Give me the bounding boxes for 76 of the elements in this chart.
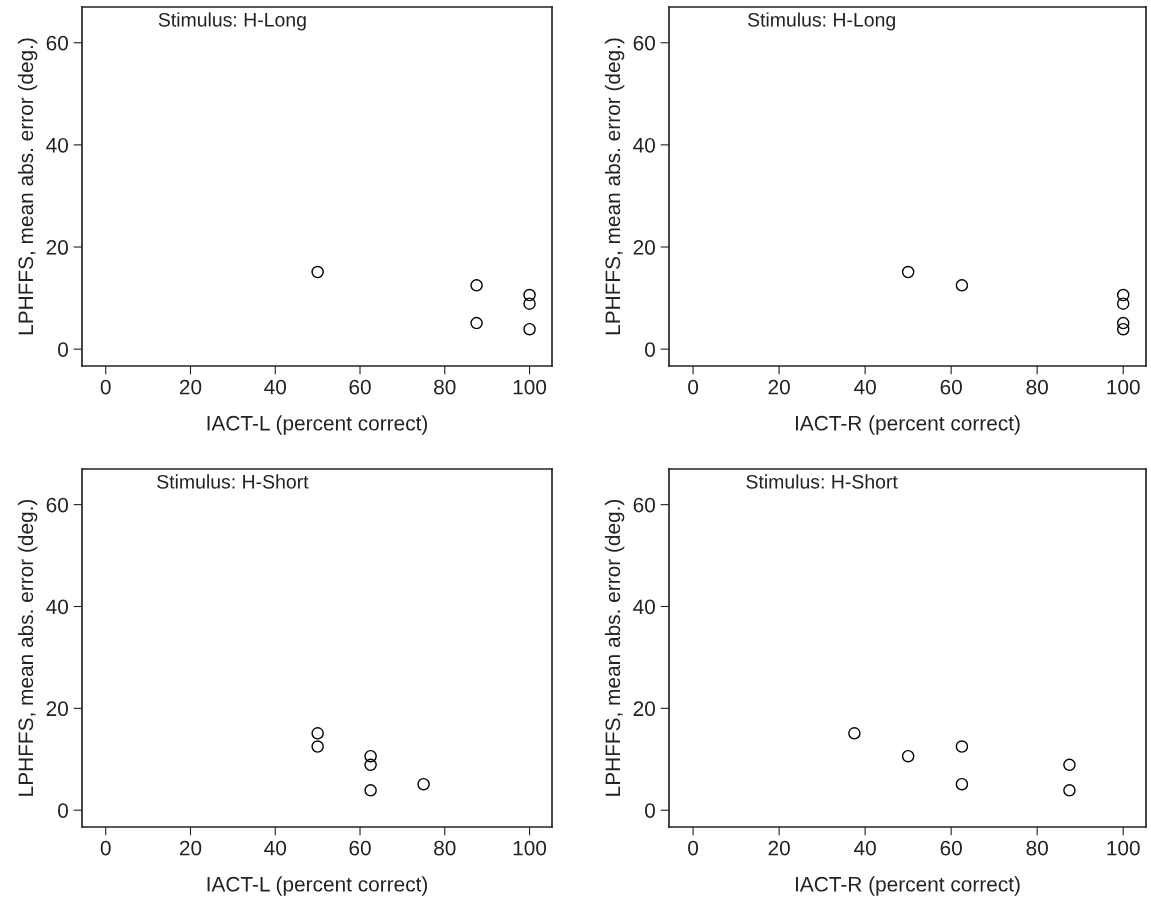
x-tick-label: 100 [1107, 840, 1140, 856]
x-tick-label: 60 [349, 379, 371, 395]
chart-title: Stimulus: H-Long [158, 12, 306, 31]
point [1116, 288, 1130, 302]
y-axis-title: LPHFFS, mean abs. error (deg.) [604, 499, 625, 796]
y-tick-label: 40 [46, 137, 68, 153]
y-tick-label: 0 [645, 803, 655, 818]
point [364, 784, 377, 797]
x-axis-title: IACT-L (percent correct) [207, 415, 428, 435]
x-tick-label: 40 [264, 379, 287, 395]
y-tick-label: 60 [46, 497, 68, 513]
x-tick-label: 100 [513, 840, 547, 856]
x-tick-label: 0 [688, 379, 699, 395]
point [417, 777, 430, 791]
y-tick-label: 20 [633, 701, 655, 717]
point [1116, 297, 1130, 310]
y-tick-label: 0 [58, 803, 68, 818]
x-tick-label: 40 [264, 840, 287, 856]
x-tick-label: 60 [349, 840, 371, 856]
chart-title: Stimulus: H-Short [746, 474, 898, 489]
x-tick-label: 0 [100, 840, 111, 856]
point [901, 265, 915, 279]
point [364, 749, 377, 763]
x-tick-label: 20 [768, 840, 790, 856]
point [470, 316, 483, 330]
y-tick-label: 0 [645, 342, 655, 357]
y-axis-title: LPHFFS, mean abs. error (deg.) [17, 499, 38, 796]
y-tick-label: 60 [46, 35, 68, 51]
chart-title: Stimulus: H-Long [747, 12, 895, 31]
y-tick-label: 40 [633, 599, 655, 615]
point [955, 777, 969, 791]
x-tick-label: 100 [1107, 379, 1140, 395]
y-tick-label: 40 [46, 599, 68, 615]
y-axis-title: LPHFFS, mean abs. error (deg.) [17, 38, 38, 335]
point [1063, 758, 1076, 772]
x-axis-title: IACT-R (percent correct) [795, 876, 1020, 896]
point [470, 279, 483, 292]
point [523, 288, 536, 302]
x-tick-label: 80 [1026, 379, 1048, 395]
y-axis-title: LPHFFS, mean abs. error (deg.) [604, 38, 625, 335]
x-tick-label: 20 [179, 840, 202, 856]
x-tick-label: 40 [854, 840, 876, 856]
point [523, 322, 536, 336]
x-tick-label: 80 [434, 840, 456, 856]
y-tick-label: 40 [633, 137, 655, 153]
y-tick-label: 0 [58, 342, 68, 357]
y-tick-label: 20 [46, 240, 68, 255]
x-tick-label: 20 [179, 379, 202, 395]
chart-title: Stimulus: H-Short [157, 474, 309, 489]
point [955, 279, 969, 292]
point [523, 297, 536, 310]
x-axis-title: IACT-R (percent correct) [795, 415, 1020, 435]
point [848, 727, 861, 740]
x-tick-label: 60 [940, 840, 962, 856]
point [1116, 322, 1130, 336]
point [364, 758, 377, 772]
point [955, 740, 969, 753]
x-tick-label: 100 [513, 379, 547, 395]
y-tick-label: 20 [633, 240, 655, 255]
y-tick-label: 60 [633, 35, 655, 51]
x-tick-label: 20 [768, 379, 790, 395]
x-tick-label: 80 [1026, 840, 1048, 856]
point [1063, 784, 1076, 797]
point [311, 740, 324, 753]
point [901, 749, 915, 763]
x-tick-label: 80 [434, 379, 456, 395]
point [311, 727, 324, 740]
x-tick-label: 40 [854, 379, 876, 395]
x-tick-label: 60 [940, 379, 962, 395]
x-axis-title: IACT-L (percent correct) [207, 876, 428, 896]
x-tick-label: 0 [688, 840, 699, 856]
x-tick-label: 0 [100, 379, 111, 395]
point [311, 265, 324, 279]
y-tick-label: 20 [46, 701, 68, 717]
point [1116, 316, 1130, 330]
y-tick-label: 60 [633, 497, 655, 513]
